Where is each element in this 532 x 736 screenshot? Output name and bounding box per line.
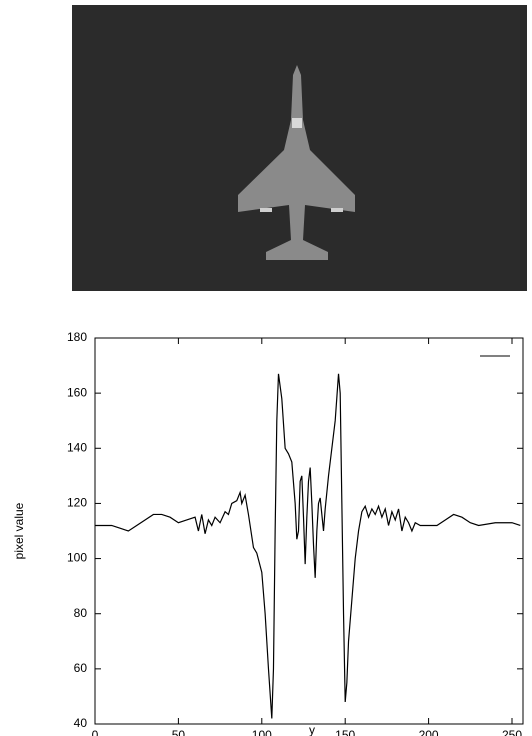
y-tick-label: 80 [74,606,88,620]
y-tick-label: 60 [74,661,88,675]
aircraft-image [72,5,527,291]
x-tick-label: 100 [252,728,272,736]
plot-frame [94,337,524,725]
x-tick-label: 200 [419,728,439,736]
aircraft-highlight [331,208,343,212]
y-axis-label: pixel value [12,502,26,559]
y-tick-label: 180 [67,330,87,344]
y-tick-label: 40 [74,716,88,730]
aircraft-highlight [260,208,272,212]
x-tick-label: 0 [92,728,99,736]
x-tick-label: 250 [502,728,522,736]
aircraft-highlight [292,118,302,128]
y-tick-label: 100 [67,551,87,565]
x-tick-label: 50 [172,728,186,736]
y-tick-label: 160 [67,385,87,399]
x-tick-label: 150 [335,728,355,736]
y-tick-label: 120 [67,496,87,510]
aircraft [238,65,355,260]
data-line [95,373,521,719]
x-axis-label: y [309,723,315,736]
y-tick-label: 140 [67,440,87,454]
